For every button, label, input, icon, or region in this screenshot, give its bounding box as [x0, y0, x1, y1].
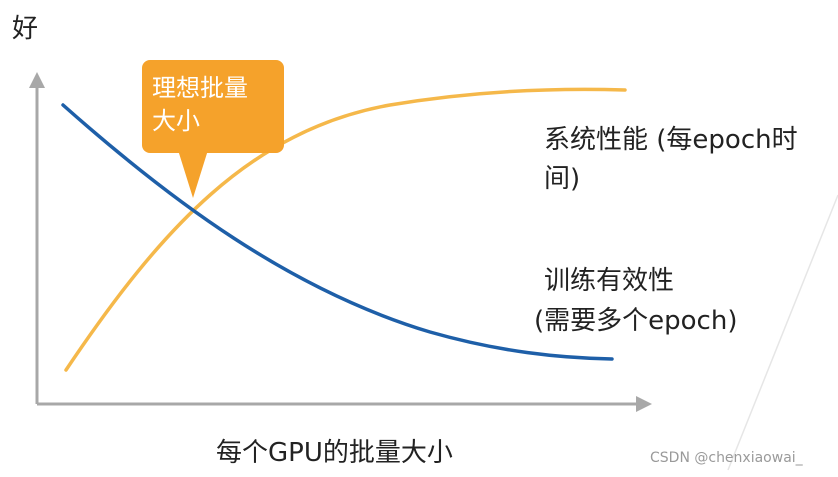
callout-label-line2: 大小 — [152, 107, 200, 135]
system-performance-label-line1: 系统性能 (每epoch时 — [544, 125, 798, 155]
edge-decoration-line — [727, 194, 838, 471]
x-axis-arrow — [636, 396, 652, 412]
x-axis-label: 每个GPU的批量大小 — [216, 438, 453, 468]
watermark: CSDN @chenxiaowai_ — [650, 450, 803, 466]
training-effectiveness-label-line2: (需要多个epoch) — [534, 306, 738, 336]
ideal-batch-callout — [142, 60, 284, 198]
training-effectiveness-label-line1: 训练有效性 — [544, 266, 675, 296]
system-performance-label-line2: 间) — [544, 164, 581, 194]
system-performance-curve — [64, 87, 627, 372]
y-axis-label: 好 — [12, 14, 39, 44]
training-effectiveness-curve — [61, 103, 614, 361]
y-axis-arrow — [29, 72, 45, 88]
callout-label-line1: 理想批量 — [152, 74, 248, 102]
